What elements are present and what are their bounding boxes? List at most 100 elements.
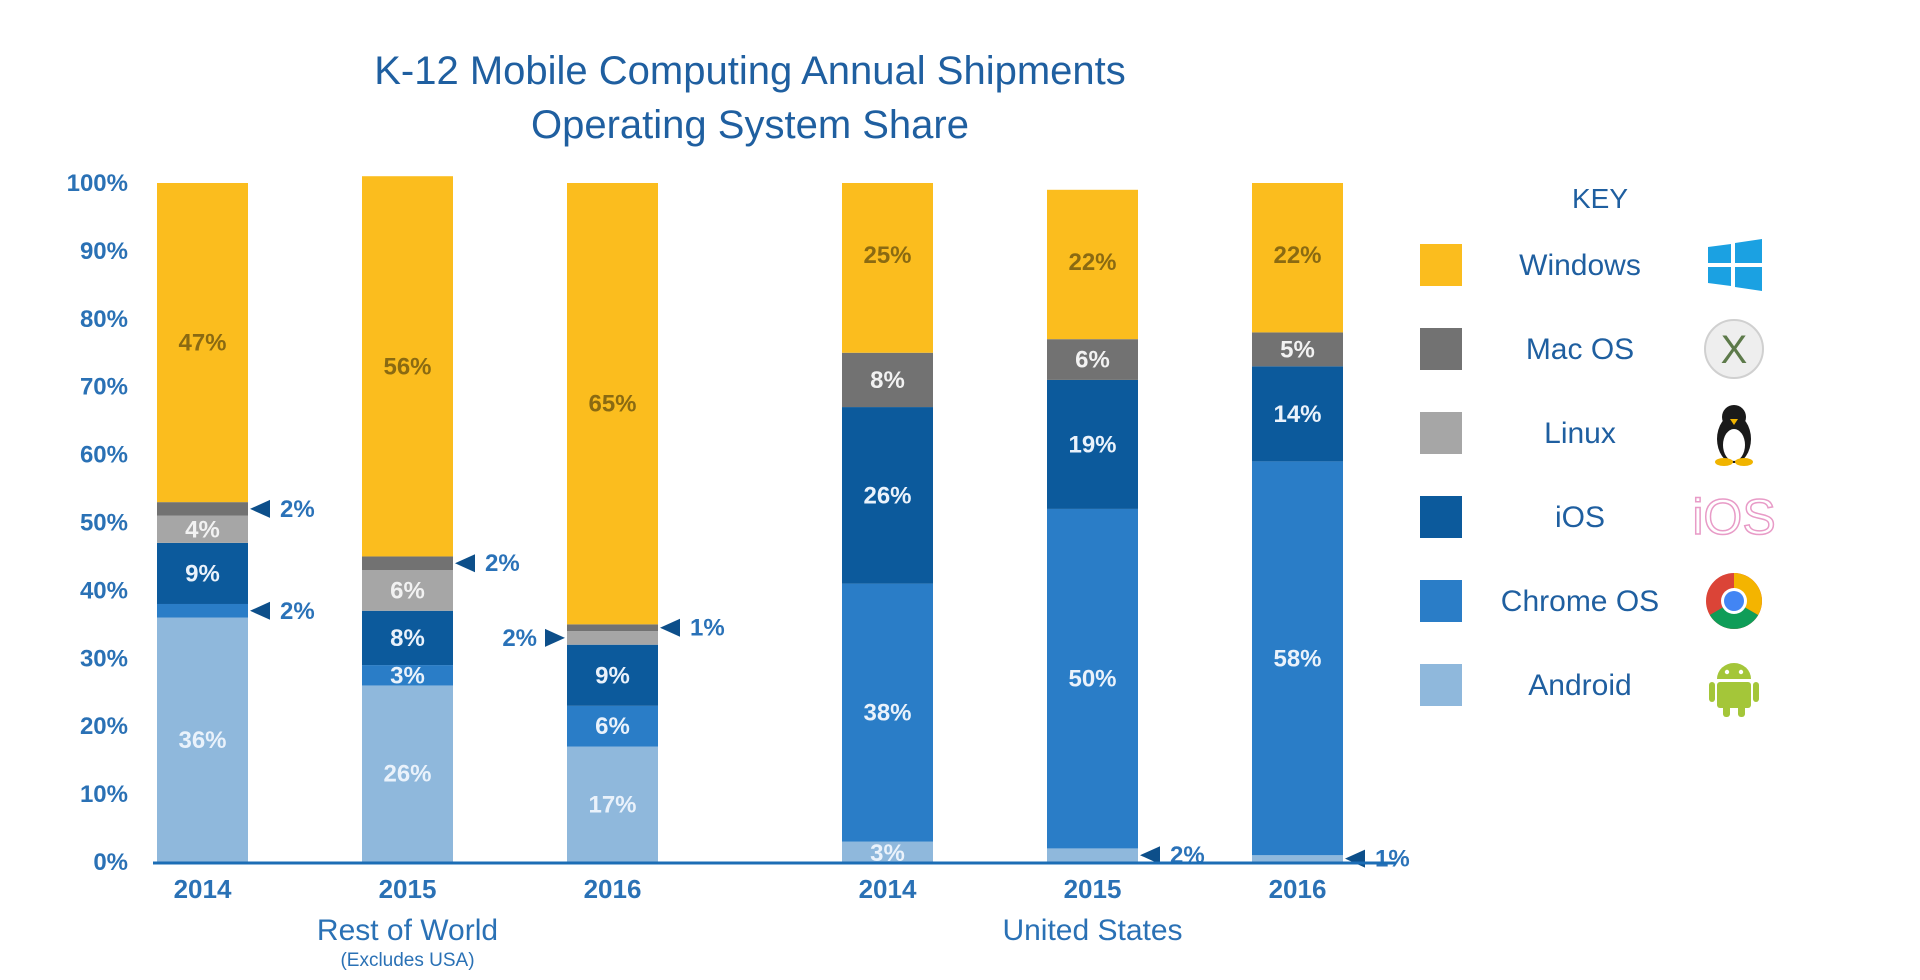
legend-swatch xyxy=(1420,580,1462,622)
data-label: 9% xyxy=(595,662,630,689)
y-tick-label: 100% xyxy=(67,170,128,197)
data-label: 14% xyxy=(1273,401,1321,428)
data-label: 65% xyxy=(588,391,636,418)
y-tick-label: 20% xyxy=(80,713,128,740)
data-label: 2% xyxy=(280,496,315,523)
data-label: 3% xyxy=(390,662,425,689)
data-label: 2% xyxy=(485,550,520,577)
data-label: 4% xyxy=(185,516,220,543)
bar-segment-chrome-os xyxy=(1252,461,1343,856)
android-leg xyxy=(1738,705,1745,717)
data-label: 17% xyxy=(588,791,636,818)
data-label: 58% xyxy=(1273,645,1321,672)
data-label: 1% xyxy=(690,615,725,642)
mac-os-x-icon xyxy=(1704,319,1764,379)
x-tick-label: 2015 xyxy=(379,874,437,904)
bar-segment-mac-os xyxy=(1047,339,1138,380)
bar-segment-android xyxy=(362,685,453,862)
chart-subtitle: Operating System Share xyxy=(531,103,969,147)
data-label: 8% xyxy=(870,367,905,394)
bar-segment-android xyxy=(157,617,248,862)
x-tick-label: 2016 xyxy=(1269,874,1327,904)
group-sublabel: (Excludes USA) xyxy=(340,950,474,971)
bar-segment-windows xyxy=(567,183,658,625)
legend-label: Linux xyxy=(1544,417,1616,450)
tux-beak xyxy=(1730,419,1738,425)
x-tick-label: 2016 xyxy=(584,874,642,904)
y-tick-label: 70% xyxy=(80,374,128,401)
android-arm xyxy=(1753,682,1759,702)
bar-segment-android xyxy=(842,841,933,862)
bar-segment-ios xyxy=(842,407,933,584)
bar-segment-chrome-os xyxy=(842,583,933,842)
callout-arrow xyxy=(1345,849,1365,868)
data-label: 26% xyxy=(383,761,431,788)
tux-foot xyxy=(1715,458,1733,466)
y-tick-label: 50% xyxy=(80,510,128,537)
chrome-green-sector xyxy=(1709,601,1759,629)
bar-segment-chrome-os xyxy=(157,603,248,618)
legend-label: Windows xyxy=(1519,249,1641,282)
tux-belly xyxy=(1723,429,1745,461)
callout-arrow xyxy=(545,628,565,647)
data-label: 8% xyxy=(390,625,425,652)
x-tick-label: 2014 xyxy=(859,874,917,904)
bar-segment-chrome-os xyxy=(362,665,453,686)
bar-segment-linux xyxy=(157,515,248,543)
y-tick-label: 30% xyxy=(80,645,128,672)
data-label: 2% xyxy=(1170,842,1205,869)
data-label: 5% xyxy=(1280,336,1315,363)
bar-segment-ios xyxy=(362,610,453,666)
legend-swatch xyxy=(1420,244,1462,286)
data-label: 1% xyxy=(1375,846,1410,873)
android-eye xyxy=(1738,669,1744,675)
legend-label: iOS xyxy=(1555,501,1605,534)
legend-label: Chrome OS xyxy=(1501,585,1659,618)
x-tick-label: 2014 xyxy=(174,874,232,904)
bar-segment-linux xyxy=(362,570,453,611)
data-label: 2% xyxy=(502,625,537,652)
y-tick-label: 80% xyxy=(80,306,128,333)
tux-foot xyxy=(1735,458,1753,466)
bar-segment-ios xyxy=(567,644,658,706)
windows-logo-icon xyxy=(1708,239,1762,291)
bar-segment-linux xyxy=(567,631,658,645)
chart-title: K-12 Mobile Computing Annual Shipments xyxy=(374,49,1126,93)
bar-segment-windows xyxy=(842,183,933,353)
bar-segment-android xyxy=(1252,855,1343,862)
y-tick-label: 90% xyxy=(80,238,128,265)
bar-segment-mac-os xyxy=(1252,332,1343,367)
bar-segment-android xyxy=(567,746,658,862)
legend-swatch xyxy=(1420,328,1462,370)
legend-swatch xyxy=(1420,412,1462,454)
data-label: 56% xyxy=(383,353,431,380)
android-robot-icon xyxy=(1717,663,1751,679)
y-tick-label: 40% xyxy=(80,577,128,604)
bar-segment-android xyxy=(1047,848,1138,862)
data-label: 50% xyxy=(1068,666,1116,693)
data-label: 22% xyxy=(1068,249,1116,276)
y-tick-label: 60% xyxy=(80,442,128,469)
group-label: Rest of World xyxy=(317,914,498,947)
data-label: 25% xyxy=(863,242,911,269)
bar-segment-windows xyxy=(362,176,453,557)
data-label: 22% xyxy=(1273,242,1321,269)
bar-segment-mac-os xyxy=(567,624,658,632)
android-eye xyxy=(1724,669,1730,675)
data-label: 47% xyxy=(178,330,226,357)
data-label: 2% xyxy=(280,598,315,625)
android-body xyxy=(1717,682,1751,708)
callout-arrow xyxy=(250,499,270,518)
bar-segment-chrome-os xyxy=(567,705,658,747)
callout-arrow xyxy=(660,618,680,637)
legend-swatch xyxy=(1420,664,1462,706)
mac-os-x-letter: X xyxy=(1721,328,1748,372)
data-label: 38% xyxy=(863,700,911,727)
chrome-center xyxy=(1724,591,1744,611)
bar-segment-ios xyxy=(1047,379,1138,509)
legend-swatch xyxy=(1420,496,1462,538)
android-leg xyxy=(1723,705,1730,717)
android-arm xyxy=(1709,682,1715,702)
data-label: 36% xyxy=(178,727,226,754)
